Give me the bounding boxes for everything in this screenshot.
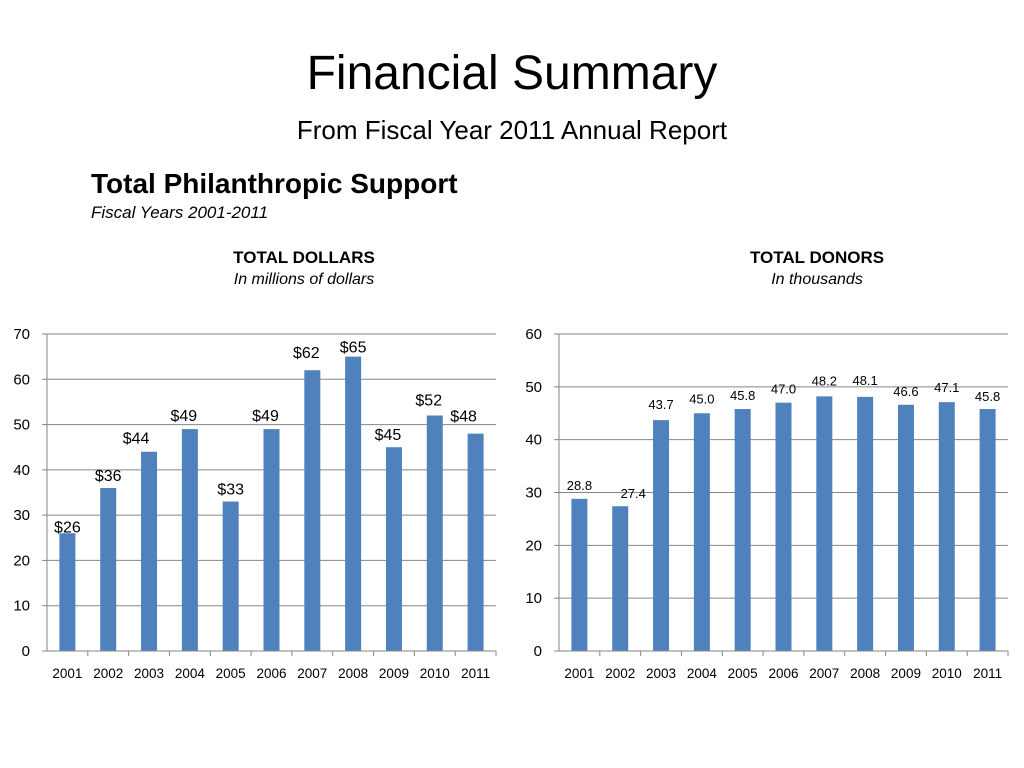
bar bbox=[938, 402, 955, 651]
y-tick-label: 30 bbox=[525, 485, 542, 502]
data-label: 45.8 bbox=[730, 388, 755, 403]
y-tick-label: 20 bbox=[13, 552, 30, 569]
y-tick-label: 40 bbox=[525, 432, 542, 449]
y-tick-label: 40 bbox=[13, 462, 30, 479]
bar bbox=[467, 433, 484, 651]
donors-chart-title: TOTAL DONORS bbox=[749, 248, 885, 267]
data-label: $44 bbox=[123, 431, 150, 448]
data-label: 28.8 bbox=[567, 478, 592, 493]
data-label: 45.0 bbox=[689, 391, 714, 406]
data-label: 43.7 bbox=[648, 397, 673, 412]
bar bbox=[979, 409, 996, 651]
x-tick-label: 2001 bbox=[564, 666, 594, 681]
bar bbox=[693, 413, 710, 651]
bar bbox=[385, 447, 402, 651]
y-tick-label: 60 bbox=[13, 371, 30, 388]
x-tick-label: 2011 bbox=[973, 666, 1002, 681]
data-label: 48.1 bbox=[852, 373, 877, 388]
donors-chart-subtitle: In thousands bbox=[771, 271, 863, 288]
bar bbox=[59, 533, 76, 651]
data-label: 48.2 bbox=[812, 373, 837, 388]
bar bbox=[304, 370, 321, 651]
x-tick-label: 2008 bbox=[338, 666, 368, 681]
data-label: 45.8 bbox=[975, 389, 1000, 404]
bar bbox=[100, 487, 117, 651]
x-tick-label: 2010 bbox=[932, 666, 962, 681]
bar bbox=[222, 501, 239, 651]
bar bbox=[263, 429, 280, 651]
section-subtitle: Fiscal Years 2001-2011 bbox=[91, 203, 269, 222]
data-label: $36 bbox=[95, 468, 122, 485]
y-tick-label: 50 bbox=[525, 379, 542, 396]
page-subtitle: From Fiscal Year 2011 Annual Report bbox=[296, 115, 728, 145]
data-label: 27.4 bbox=[621, 486, 646, 501]
bar bbox=[612, 506, 629, 651]
data-label: $65 bbox=[340, 340, 367, 357]
y-tick-label: 20 bbox=[525, 537, 542, 554]
x-tick-label: 2004 bbox=[687, 666, 718, 681]
x-tick-label: 2006 bbox=[256, 666, 286, 681]
bar bbox=[141, 451, 158, 651]
data-label: 46.6 bbox=[893, 384, 918, 399]
x-tick-label: 2001 bbox=[52, 666, 82, 681]
x-tick-label: 2007 bbox=[809, 666, 839, 681]
data-label: $49 bbox=[171, 408, 198, 425]
x-tick-label: 2004 bbox=[175, 666, 206, 681]
dollars-bar-chart: 0 10 20 30 40 50 60 70 2001 $26 2002 $36 2003 $44 2004… bbox=[13, 326, 497, 681]
y-tick-label: 50 bbox=[13, 417, 30, 434]
x-tick-label: 2005 bbox=[728, 666, 758, 681]
bar bbox=[734, 409, 751, 651]
x-tick-label: 2005 bbox=[216, 666, 246, 681]
bar bbox=[653, 420, 670, 651]
bar bbox=[345, 356, 362, 651]
x-tick-label: 2011 bbox=[461, 666, 490, 681]
y-tick-label: 30 bbox=[13, 507, 30, 524]
data-label: $49 bbox=[252, 408, 279, 425]
donors-bar-chart: 0 10 20 30 40 50 60 2001 28.8 2002 27.4 2003 43.7 200… bbox=[525, 326, 1009, 681]
x-tick-label: 2007 bbox=[297, 666, 327, 681]
data-label: $52 bbox=[415, 393, 442, 410]
data-label: $48 bbox=[450, 409, 477, 426]
data-label: $26 bbox=[54, 519, 81, 536]
bar bbox=[816, 396, 833, 651]
dollars-chart-header: TOTAL DOLLARS In millions of dollars bbox=[154, 247, 454, 291]
x-tick-label: 2002 bbox=[93, 666, 123, 681]
bar bbox=[775, 402, 792, 651]
x-tick-label: 2006 bbox=[768, 666, 798, 681]
bar bbox=[181, 429, 198, 651]
data-label: $45 bbox=[375, 427, 402, 444]
data-label: $62 bbox=[293, 345, 320, 362]
bar bbox=[857, 396, 874, 651]
x-tick-label: 2003 bbox=[134, 666, 164, 681]
section-title: Total Philanthropic Support bbox=[91, 168, 458, 199]
y-tick-label: 10 bbox=[525, 590, 542, 607]
data-label: 47.0 bbox=[771, 382, 796, 397]
y-tick-label: 0 bbox=[534, 643, 542, 660]
x-tick-label: 2008 bbox=[850, 666, 880, 681]
x-tick-label: 2009 bbox=[891, 666, 921, 681]
y-tick-label: 70 bbox=[13, 326, 30, 343]
dollars-chart-title: TOTAL DOLLARS bbox=[233, 248, 375, 267]
bar bbox=[571, 498, 588, 651]
x-tick-label: 2009 bbox=[379, 666, 409, 681]
donors-chart-header: TOTAL DONORS In thousands bbox=[667, 247, 967, 291]
y-tick-label: 10 bbox=[13, 598, 30, 615]
bar bbox=[426, 415, 443, 651]
y-tick-label: 0 bbox=[22, 643, 30, 660]
data-label: 47.1 bbox=[934, 380, 959, 395]
x-tick-label: 2002 bbox=[605, 666, 635, 681]
data-label: $33 bbox=[217, 482, 244, 499]
x-tick-label: 2010 bbox=[420, 666, 450, 681]
dollars-chart-subtitle: In millions of dollars bbox=[233, 271, 375, 288]
bar bbox=[897, 404, 914, 651]
y-tick-label: 60 bbox=[525, 326, 542, 343]
page-title: Financial Summary bbox=[306, 47, 718, 100]
x-tick-label: 2003 bbox=[646, 666, 676, 681]
